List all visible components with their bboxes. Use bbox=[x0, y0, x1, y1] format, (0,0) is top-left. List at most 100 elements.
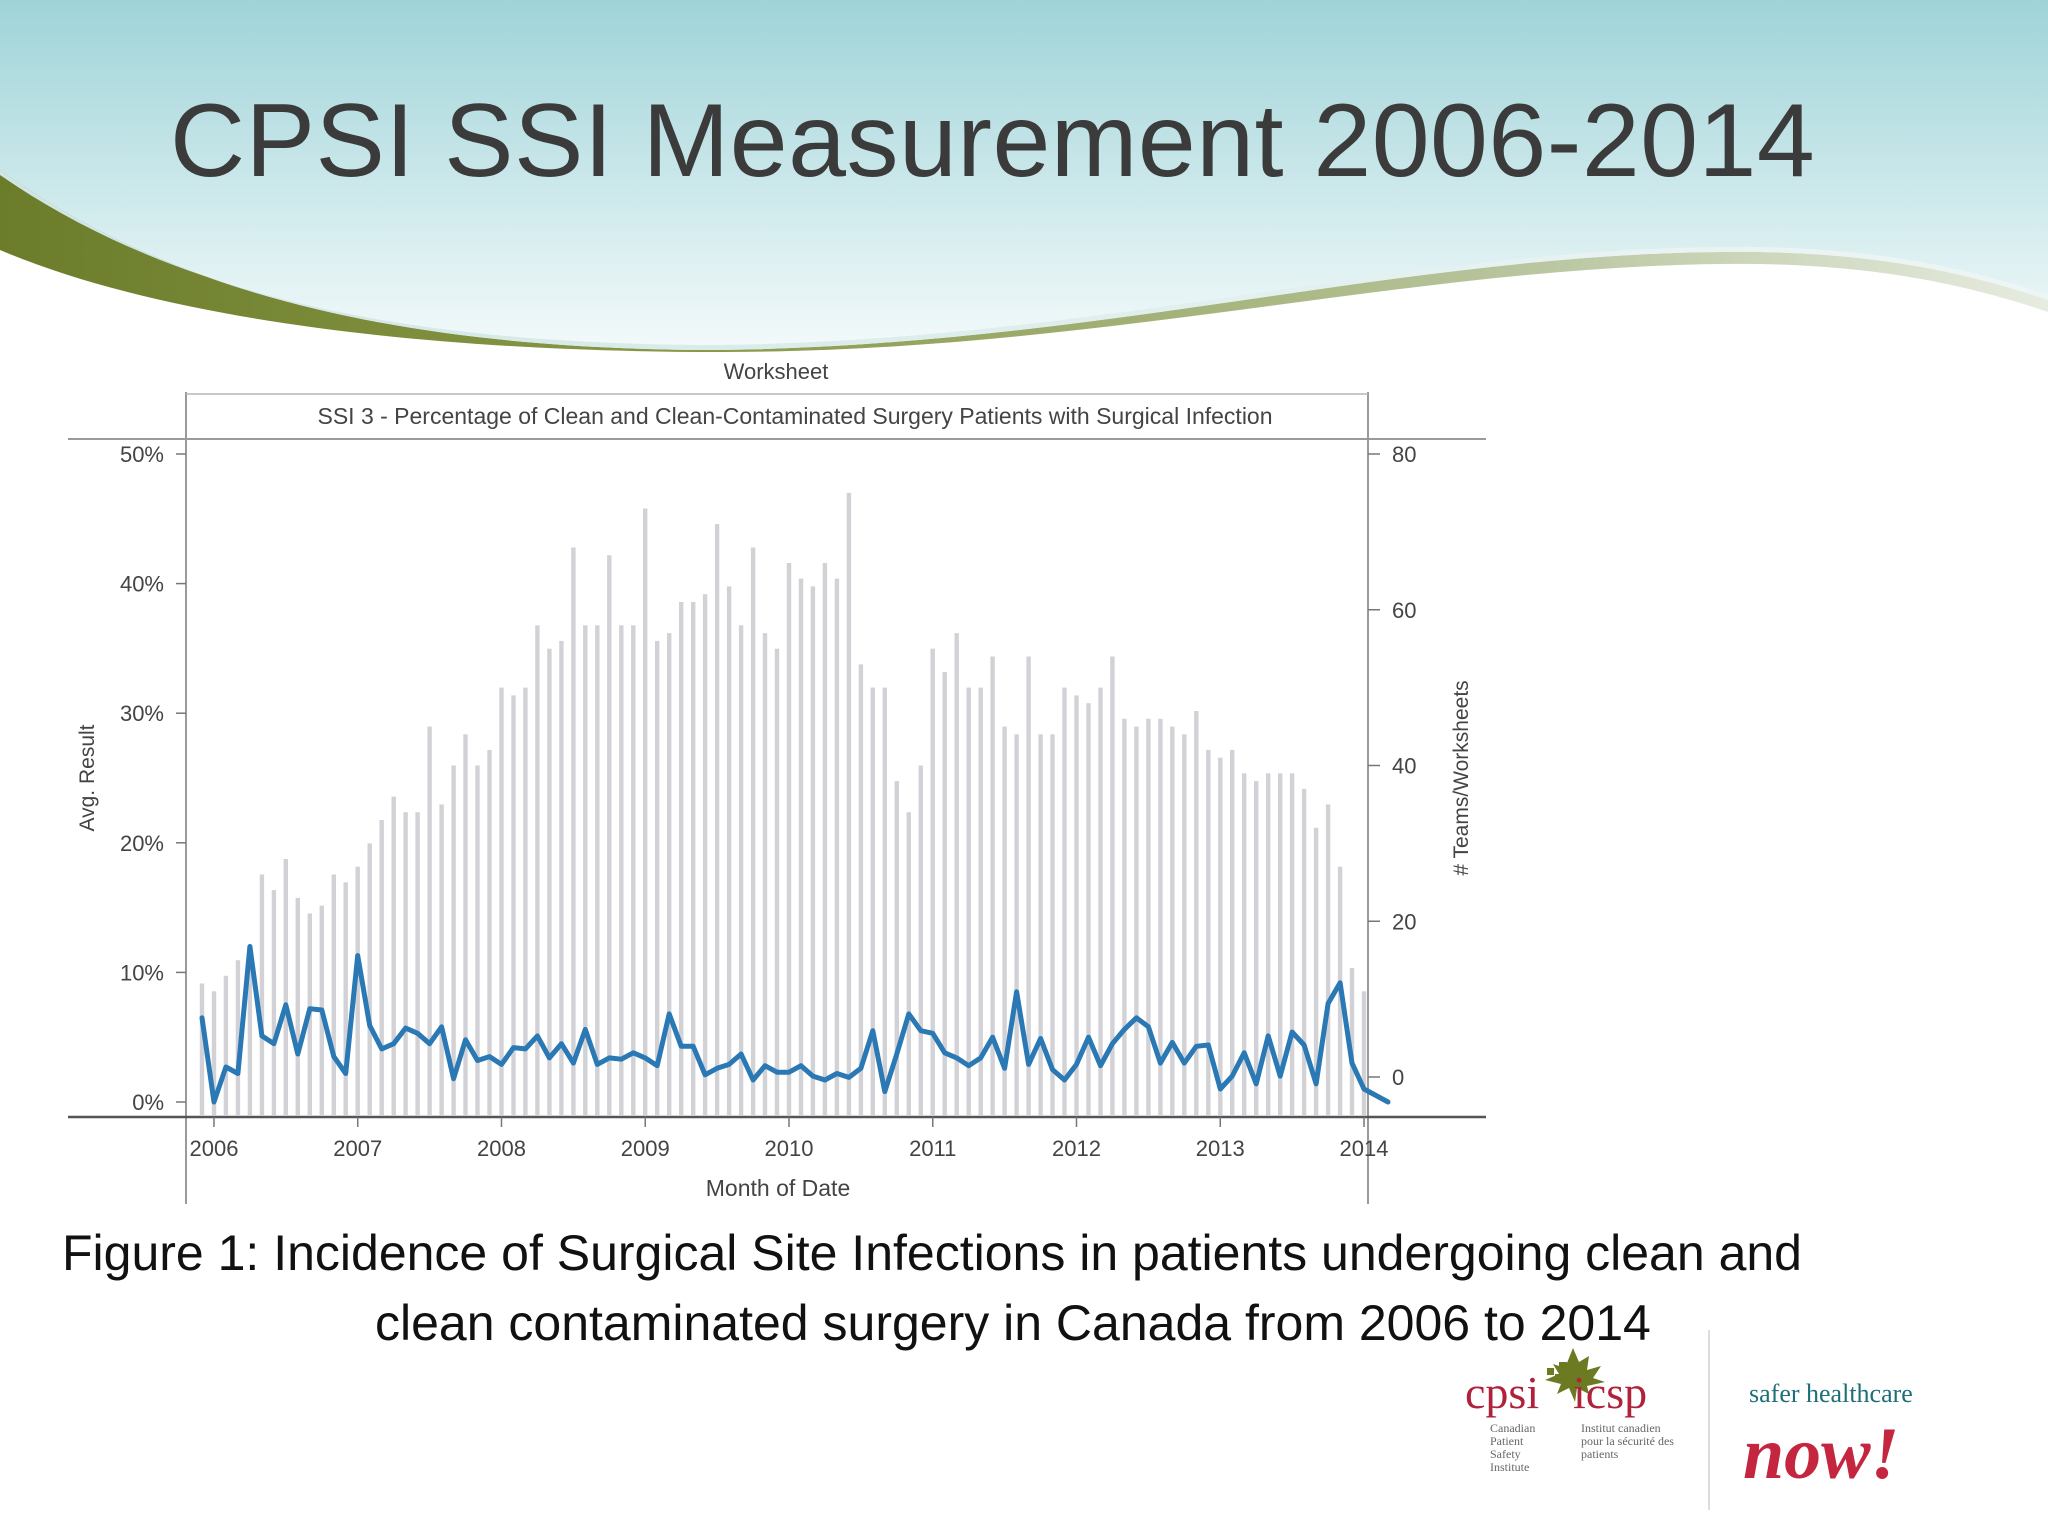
cpsi-wordmark: cpsi bbox=[1465, 1367, 1539, 1418]
bar bbox=[391, 796, 396, 1116]
bar bbox=[679, 602, 684, 1116]
y-tick-label: 40% bbox=[120, 572, 164, 597]
bar bbox=[1182, 734, 1187, 1116]
bar bbox=[595, 625, 600, 1116]
maple-leaf-icon bbox=[1545, 1348, 1605, 1402]
slide-header-background bbox=[0, 0, 2048, 400]
bar bbox=[714, 524, 720, 1116]
slide-title: CPSI SSI Measurement 2006-2014 bbox=[170, 83, 1816, 199]
bar bbox=[1134, 726, 1139, 1116]
y2-tick-label: 20 bbox=[1392, 909, 1416, 934]
x-tick-label: 2010 bbox=[765, 1136, 814, 1161]
bar bbox=[834, 578, 840, 1116]
bar bbox=[1230, 749, 1235, 1116]
chart: 0% 10% 20% 30% 40% 50% 0 20 40 60 80 2006 2007 2008 20… bbox=[68, 359, 1486, 1204]
bar bbox=[918, 765, 923, 1116]
bar bbox=[942, 672, 947, 1116]
bar bbox=[906, 812, 911, 1116]
bar bbox=[1170, 726, 1175, 1116]
bar bbox=[259, 874, 265, 1116]
x-tick-label: 2011 bbox=[909, 1136, 956, 1161]
y-tick-label: 0% bbox=[132, 1090, 164, 1115]
bar-series bbox=[199, 492, 1367, 1116]
line-series bbox=[199, 944, 1391, 1105]
bar bbox=[403, 812, 408, 1116]
bar bbox=[1062, 687, 1067, 1116]
x-tick-label: 2009 bbox=[621, 1136, 670, 1161]
shn-top-text: safer healthcare bbox=[1749, 1379, 1913, 1408]
bar bbox=[583, 625, 588, 1116]
y-tick-label: 50% bbox=[120, 442, 164, 467]
bar bbox=[1086, 703, 1091, 1116]
y-axis-label: Avg. Result bbox=[76, 724, 99, 831]
bar bbox=[966, 687, 971, 1116]
bar bbox=[271, 890, 277, 1116]
y2-tick-label: 80 bbox=[1392, 442, 1416, 467]
bar bbox=[415, 812, 420, 1116]
bar bbox=[1110, 656, 1115, 1116]
bar bbox=[738, 625, 744, 1116]
bar bbox=[1038, 734, 1043, 1116]
y2-tick-label: 40 bbox=[1392, 754, 1416, 779]
bar bbox=[870, 687, 875, 1116]
axis-ticks: 0% 10% 20% 30% 40% 50% 0 20 40 60 80 2006 2007 2008 20… bbox=[120, 442, 1417, 1161]
shn-bottom-text: now! bbox=[1743, 1413, 1899, 1495]
bar bbox=[798, 578, 804, 1116]
bar bbox=[451, 765, 456, 1116]
y2-tick-label: 60 bbox=[1392, 598, 1416, 623]
bar bbox=[1158, 718, 1163, 1116]
bar bbox=[762, 633, 768, 1116]
bar bbox=[786, 563, 792, 1116]
bar bbox=[523, 687, 528, 1116]
bar bbox=[894, 781, 899, 1116]
bar bbox=[283, 859, 288, 1116]
x-tick-label: 2008 bbox=[477, 1136, 526, 1161]
bar bbox=[882, 687, 887, 1116]
bar bbox=[1349, 968, 1355, 1116]
bar bbox=[1194, 711, 1199, 1116]
bar bbox=[1301, 788, 1307, 1116]
bar bbox=[1313, 827, 1319, 1116]
bar bbox=[810, 586, 816, 1116]
bar bbox=[355, 866, 360, 1116]
bar bbox=[547, 648, 552, 1116]
bar bbox=[643, 508, 648, 1116]
y-tick-label: 10% bbox=[120, 960, 164, 985]
icsp-wordmark: icsp bbox=[1573, 1367, 1647, 1418]
caption-line-2: clean contaminated surgery in Canada fro… bbox=[375, 1295, 1651, 1351]
bar bbox=[235, 960, 241, 1116]
bar bbox=[487, 749, 492, 1116]
bar bbox=[439, 804, 444, 1116]
x-tick-label: 2012 bbox=[1052, 1136, 1101, 1161]
y-tick-label: 20% bbox=[120, 831, 164, 856]
logo-divider bbox=[1708, 1330, 1710, 1510]
bar bbox=[691, 602, 696, 1116]
bar bbox=[1206, 749, 1211, 1116]
bar bbox=[655, 640, 660, 1116]
x-tick-label: 2006 bbox=[189, 1136, 238, 1161]
bar bbox=[427, 726, 432, 1116]
bar bbox=[211, 991, 217, 1116]
bar bbox=[1074, 695, 1079, 1116]
bar bbox=[607, 555, 612, 1116]
chart-header: Worksheet bbox=[724, 359, 829, 384]
cpsi-logo: cpsi icsp Canadian Patient Safety Instit… bbox=[1465, 1348, 1674, 1474]
chart-title: SSI 3 - Percentage of Clean and Clean-Co… bbox=[317, 403, 1272, 429]
x-tick-label: 2007 bbox=[333, 1136, 382, 1161]
x-tick-label: 2014 bbox=[1340, 1136, 1389, 1161]
safer-healthcare-now-logo: safer healthcare now! bbox=[1743, 1379, 1913, 1495]
caption-line-1: Figure 1: Incidence of Surgical Site Inf… bbox=[62, 1225, 1802, 1281]
bar bbox=[1014, 734, 1019, 1116]
bar bbox=[475, 765, 480, 1116]
bar bbox=[702, 594, 708, 1116]
bar bbox=[990, 656, 995, 1116]
bar bbox=[247, 952, 253, 1116]
bar bbox=[726, 586, 732, 1116]
bar bbox=[499, 687, 504, 1116]
chart-frame bbox=[68, 392, 1486, 1204]
x-axis-label: Month of Date bbox=[706, 1175, 850, 1201]
bar bbox=[343, 882, 348, 1116]
bar bbox=[822, 563, 828, 1116]
bar bbox=[535, 625, 540, 1116]
bar bbox=[1050, 734, 1055, 1116]
